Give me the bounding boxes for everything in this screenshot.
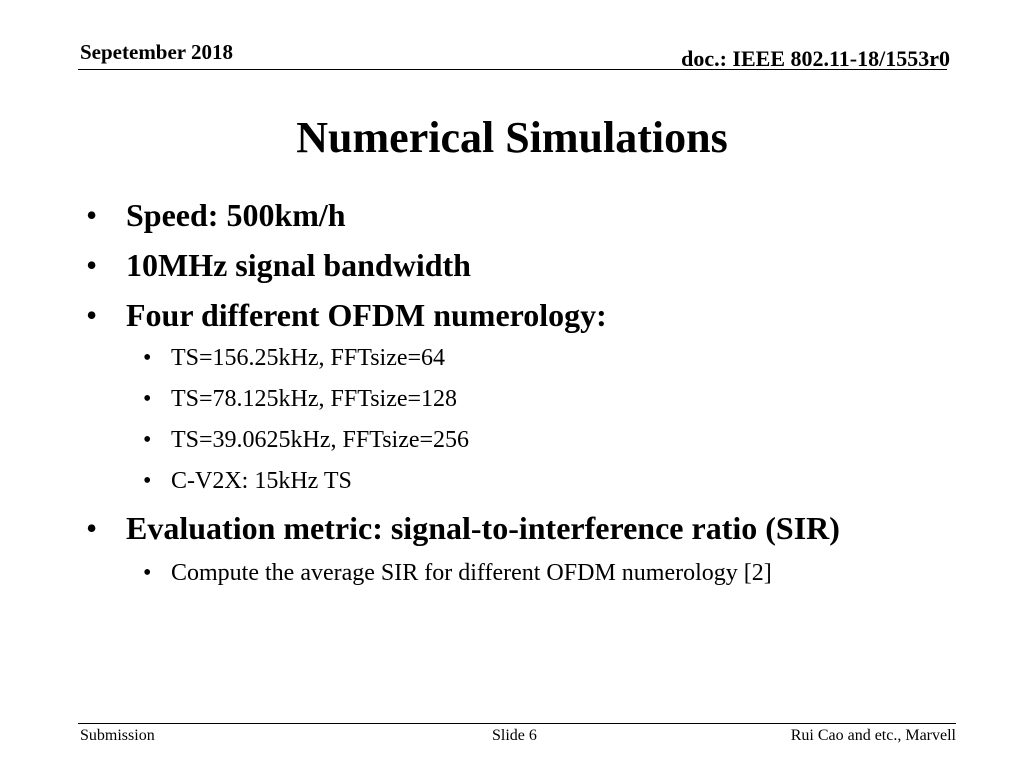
sub-bullet-item: • C-V2X: 15kHz TS <box>143 468 352 495</box>
footer-author: Rui Cao and etc., Marvell <box>790 727 956 744</box>
footer-submission: Submission <box>80 727 155 744</box>
bullet-bandwidth: • 10MHz signal bandwidth <box>86 247 471 284</box>
header-date: Sepetember 2018 <box>80 40 233 64</box>
sub-bullet-item: • TS=78.125kHz, FFTsize=128 <box>143 386 458 413</box>
sub-bullet-text: TS=156.25kHz, FFTsize=64 <box>171 345 446 371</box>
sub-bullet-text: TS=39.0625kHz, FFTsize=256 <box>171 427 470 453</box>
bullet-marker: • <box>143 427 152 453</box>
sub-bullet-item: • TS=39.0625kHz, FFTsize=256 <box>143 427 470 454</box>
bullet-speed: • Speed: 500km/h <box>86 197 346 234</box>
bullet-marker: • <box>86 247 98 283</box>
footer-divider <box>78 723 956 724</box>
header-doc-id: doc.: IEEE 802.11-18/1553r0 <box>681 46 950 71</box>
sub-bullet-text: C-V2X: 15kHz TS <box>171 468 352 494</box>
bullet-marker: • <box>143 468 152 494</box>
bullet-text: Evaluation metric: signal-to-interferenc… <box>126 510 840 546</box>
slide-title: Numerical Simulations <box>296 113 728 162</box>
bullet-numerology: • Four different OFDM numerology: <box>86 297 607 334</box>
bullet-marker: • <box>86 297 98 333</box>
bullet-marker: • <box>143 560 152 586</box>
sub-bullet-text: TS=78.125kHz, FFTsize=128 <box>171 386 458 412</box>
bullet-text: 10MHz signal bandwidth <box>126 247 471 283</box>
bullet-evaluation-metric: • Evaluation metric: signal-to-interfere… <box>86 510 840 547</box>
sub-bullet-item: • Compute the average SIR for different … <box>143 560 772 587</box>
bullet-text: Four different OFDM numerology: <box>126 297 607 333</box>
bullet-marker: • <box>143 345 152 371</box>
bullet-marker: • <box>143 386 152 412</box>
header-divider <box>78 69 947 70</box>
bullet-text: Speed: 500km/h <box>126 197 346 233</box>
sub-bullet-text: Compute the average SIR for different OF… <box>171 560 772 586</box>
sub-bullet-item: • TS=156.25kHz, FFTsize=64 <box>143 345 446 372</box>
footer-slide-number: Slide 6 <box>492 727 537 744</box>
bullet-marker: • <box>86 510 98 546</box>
bullet-marker: • <box>86 197 98 233</box>
